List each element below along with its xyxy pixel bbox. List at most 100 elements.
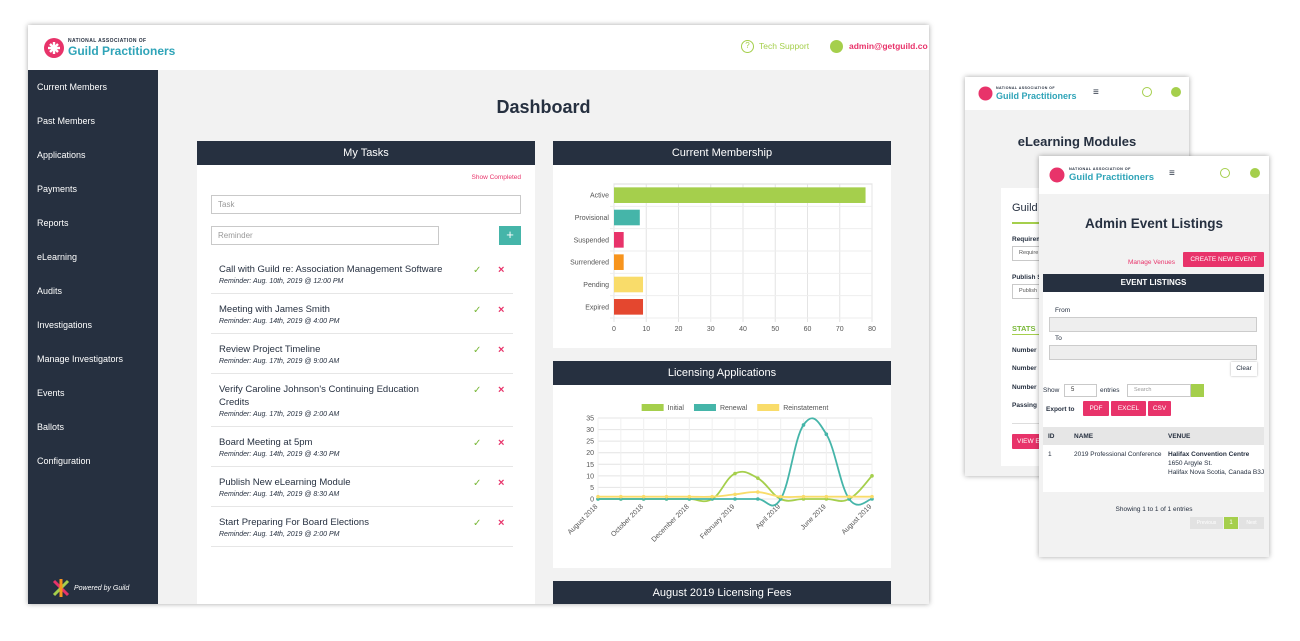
sidebar-item[interactable]: Reports: [37, 218, 69, 228]
user-icon[interactable]: [1171, 87, 1181, 97]
sidebar-item[interactable]: Current Members: [37, 82, 108, 92]
header: NATIONAL ASSOCIATION OF Guild Practition…: [1039, 156, 1269, 194]
panel-title: August 2019 Licensing Fees: [553, 581, 891, 604]
powered-by: Powered by Guild: [74, 585, 130, 592]
label: entries: [1100, 387, 1120, 394]
bar-chart: 0 10 20 30 40 50 60 70 80 Active Provisional Suspen…: [570, 183, 876, 333]
page-button[interactable]: 1: [1224, 517, 1238, 529]
show-select[interactable]: 5: [1064, 384, 1097, 397]
sidebar-item[interactable]: Events: [37, 388, 65, 398]
x-tick-label: April 2019: [755, 503, 782, 530]
clear-button[interactable]: Clear: [1231, 362, 1257, 376]
create-button[interactable]: CREATE NEW EVENT: [1183, 252, 1264, 267]
delete-icon[interactable]: ×: [498, 517, 505, 529]
tech-support[interactable]: Tech Support: [759, 41, 810, 51]
y-tick-label: Surrendered: [570, 260, 609, 267]
sidebar-item[interactable]: Investigations: [37, 320, 93, 330]
delete-icon[interactable]: ×: [498, 477, 505, 489]
page-title: Dashboard: [496, 97, 591, 117]
stat-label: Number: [1012, 347, 1037, 354]
delete-icon[interactable]: ×: [498, 344, 505, 356]
to-input[interactable]: [1049, 345, 1257, 360]
add-button[interactable]: +: [499, 226, 521, 245]
point: [733, 471, 737, 476]
user-email[interactable]: admin@getguild.co: [849, 41, 928, 51]
events-window: NATIONAL ASSOCIATION OF Guild Practition…: [1039, 156, 1269, 557]
sidebar-item[interactable]: eLearning: [37, 252, 78, 262]
y-tick-label: Suspended: [574, 237, 610, 244]
user-icon[interactable]: [830, 40, 843, 53]
point: [778, 494, 783, 499]
sidebar-item[interactable]: Manage Investigators: [37, 354, 124, 364]
y-tick-label: Provisional: [575, 215, 610, 222]
legend-swatch: [641, 404, 664, 411]
csv-button[interactable]: CSV: [1148, 401, 1171, 416]
user-icon[interactable]: [1250, 168, 1260, 178]
label: Publish S: [1012, 274, 1042, 281]
logo-line: NATIONAL ASSOCIATION OF: [68, 38, 147, 44]
manage-venues[interactable]: Manage Venues: [1128, 259, 1175, 266]
sidebar-item[interactable]: Applications: [37, 150, 86, 160]
sidebar-item[interactable]: Payments: [37, 184, 78, 194]
sidebar: Current Members Past Members Applications P…: [28, 70, 158, 604]
task-reminder: Reminder: Aug. 17th, 2019 @ 2:00 AM: [219, 411, 340, 418]
complete-icon[interactable]: ✓: [473, 438, 482, 449]
x-tick-label: 10: [642, 326, 650, 333]
delete-icon[interactable]: ×: [498, 304, 505, 316]
search-input[interactable]: Search: [1127, 384, 1191, 397]
divider: [1012, 334, 1052, 335]
col-header[interactable]: VENUE: [1168, 433, 1191, 440]
x-tick-label: October 2018: [610, 503, 645, 538]
sidebar-item[interactable]: Past Members: [37, 116, 96, 126]
help-icon[interactable]: [1142, 87, 1152, 97]
complete-icon[interactable]: ✓: [473, 345, 482, 356]
task-reminder: Reminder: Aug. 14th, 2019 @ 4:00 PM: [219, 318, 340, 325]
task-title: Publish New eLearning Module: [219, 477, 351, 488]
point: [824, 494, 829, 499]
listings-title: EVENT LISTINGS: [1043, 274, 1264, 292]
delete-icon[interactable]: ×: [498, 264, 505, 276]
col-header[interactable]: NAME: [1074, 433, 1094, 440]
delete-icon[interactable]: ×: [498, 384, 505, 396]
logo-line: NATIONAL ASSOCIATION OF: [1069, 167, 1131, 171]
logo-name: Guild Practitioners: [996, 91, 1077, 101]
sidebar-item[interactable]: Ballots: [37, 422, 65, 432]
bar: [614, 232, 624, 248]
help-icon[interactable]: [1220, 168, 1230, 178]
task-title: Start Preparing For Board Elections: [219, 517, 369, 528]
stats-title: STATS: [1012, 324, 1036, 333]
y-tick-label: Pending: [583, 282, 609, 289]
sidebar-item[interactable]: Configuration: [37, 456, 91, 466]
help-icon[interactable]: ?: [741, 40, 754, 53]
stat-label: Number: [1012, 365, 1037, 372]
x-tick-label: 50: [771, 326, 779, 333]
col-header[interactable]: ID: [1048, 433, 1055, 440]
logo-icon: [44, 38, 64, 58]
reminder-input[interactable]: Reminder: [211, 226, 439, 245]
complete-icon[interactable]: ✓: [473, 305, 482, 316]
page-title: Admin Event Listings: [1084, 216, 1223, 231]
complete-icon[interactable]: ✓: [473, 385, 482, 396]
task-input[interactable]: Task: [211, 195, 521, 214]
y-tick-label: 25: [586, 439, 594, 446]
point: [870, 494, 874, 499]
excel-button[interactable]: EXCEL: [1111, 401, 1146, 416]
x-tick-label: June 2019: [800, 503, 828, 531]
search-button[interactable]: [1191, 384, 1204, 397]
show-completed[interactable]: Show Completed: [471, 174, 522, 181]
from-input[interactable]: [1049, 317, 1257, 332]
menu-icon[interactable]: ≡: [1169, 168, 1175, 179]
complete-icon[interactable]: ✓: [473, 265, 482, 276]
pdf-button[interactable]: PDF: [1083, 401, 1109, 416]
delete-icon[interactable]: ×: [498, 437, 505, 449]
task: Verify Caroline Johnson's Continuing Edu…: [211, 374, 513, 427]
menu-icon[interactable]: ≡: [1093, 87, 1099, 98]
complete-icon[interactable]: ✓: [473, 478, 482, 489]
complete-icon[interactable]: ✓: [473, 518, 482, 529]
header: NATIONAL ASSOCIATION OF Guild Practition…: [28, 25, 929, 70]
sidebar-item[interactable]: Audits: [37, 286, 63, 296]
prev-button[interactable]: Previous: [1190, 517, 1223, 529]
logo-icon: [1049, 167, 1065, 183]
bar: [614, 254, 624, 270]
next-button[interactable]: Next: [1239, 517, 1264, 529]
